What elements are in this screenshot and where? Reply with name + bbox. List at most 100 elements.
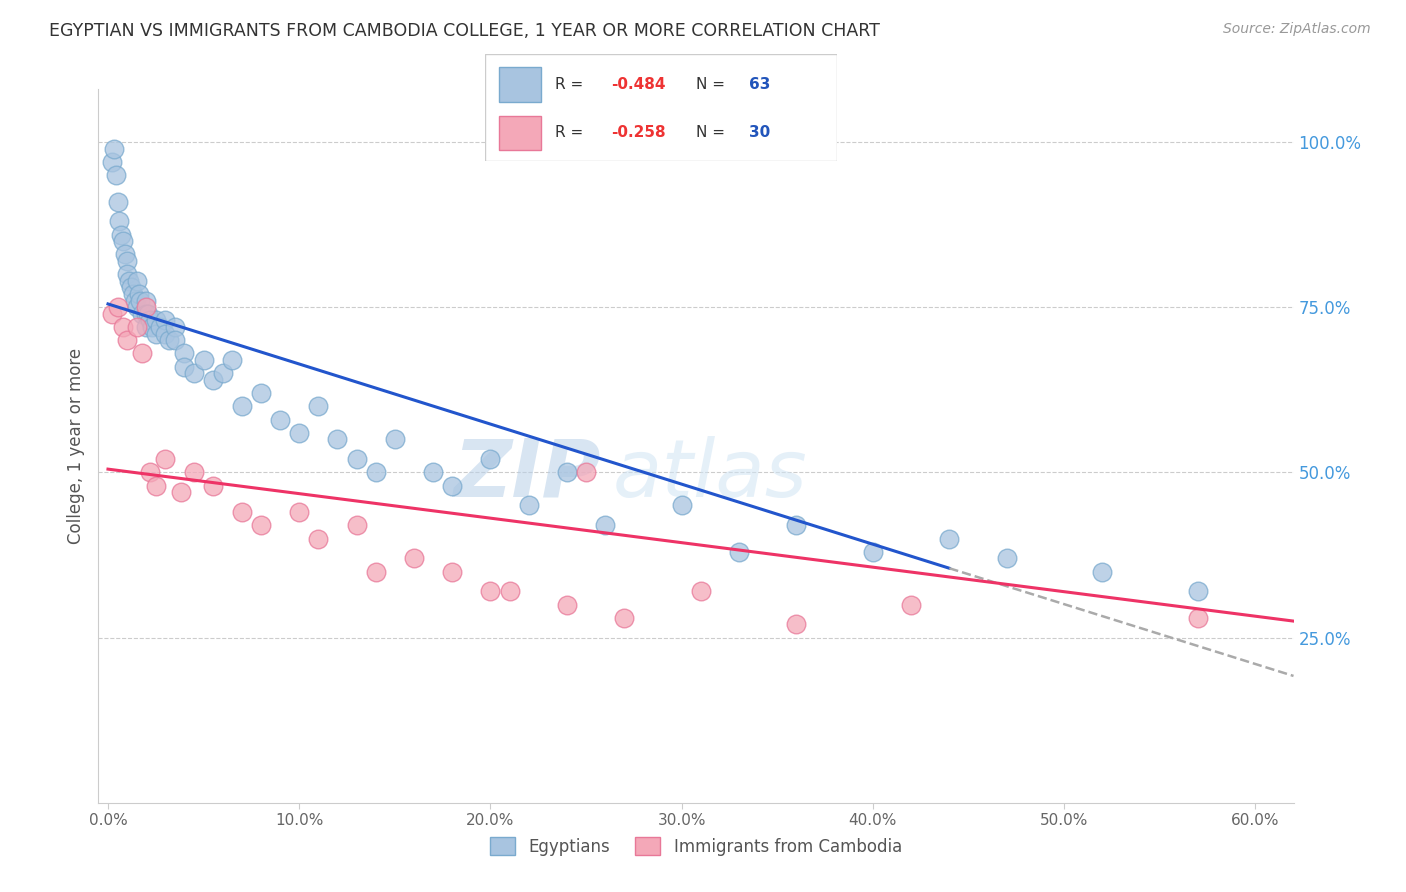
Point	[135, 293, 157, 308]
Point	[479, 452, 502, 467]
Point	[136, 307, 159, 321]
Point	[131, 307, 153, 321]
Point	[108, 214, 131, 228]
Text: EGYPTIAN VS IMMIGRANTS FROM CAMBODIA COLLEGE, 1 YEAR OR MORE CORRELATION CHART: EGYPTIAN VS IMMIGRANTS FROM CAMBODIA COL…	[49, 22, 880, 40]
Point	[1187, 584, 1209, 599]
Point	[307, 532, 329, 546]
Point	[131, 346, 153, 360]
Point	[384, 433, 406, 447]
Point	[125, 274, 148, 288]
Point	[135, 307, 157, 321]
Text: ZIP: ZIP	[453, 435, 600, 514]
Point	[183, 367, 205, 381]
Point	[1091, 565, 1114, 579]
Point	[728, 545, 751, 559]
Point	[107, 300, 129, 314]
Text: 63: 63	[748, 77, 770, 92]
Point	[173, 359, 195, 374]
Point	[211, 367, 233, 381]
Point	[145, 326, 167, 341]
Point	[785, 518, 807, 533]
Point	[250, 518, 273, 533]
Point	[173, 346, 195, 360]
Point	[163, 320, 186, 334]
Point	[125, 300, 148, 314]
Point	[114, 247, 136, 261]
Text: atlas: atlas	[613, 435, 807, 514]
Point	[498, 584, 520, 599]
Point	[124, 293, 146, 308]
Point	[115, 254, 138, 268]
Point	[135, 320, 157, 334]
Point	[121, 287, 143, 301]
Point	[141, 320, 163, 334]
Point	[129, 293, 152, 308]
Point	[785, 617, 807, 632]
Point	[183, 466, 205, 480]
Point	[307, 400, 329, 414]
Point	[120, 280, 142, 294]
Text: N =: N =	[696, 125, 730, 140]
FancyBboxPatch shape	[499, 116, 541, 150]
Point	[139, 466, 162, 480]
Point	[422, 466, 444, 480]
Point	[193, 353, 215, 368]
FancyBboxPatch shape	[485, 54, 837, 161]
Point	[110, 227, 132, 242]
Point	[139, 313, 162, 327]
Point	[135, 300, 157, 314]
Point	[202, 373, 225, 387]
Text: R =: R =	[555, 77, 589, 92]
Point	[441, 565, 464, 579]
Point	[346, 452, 368, 467]
Point	[364, 466, 387, 480]
Point	[155, 313, 177, 327]
Point	[517, 499, 540, 513]
Point	[125, 320, 148, 334]
Point	[1187, 611, 1209, 625]
Point	[364, 565, 387, 579]
Text: -0.258: -0.258	[612, 125, 666, 140]
Point	[115, 333, 138, 347]
Point	[402, 551, 425, 566]
FancyBboxPatch shape	[499, 68, 541, 102]
Point	[593, 518, 616, 533]
Point	[112, 320, 135, 334]
Point	[288, 425, 311, 440]
Point	[149, 320, 172, 334]
Point	[346, 518, 368, 533]
Text: N =: N =	[696, 77, 730, 92]
Point	[900, 598, 922, 612]
Point	[169, 485, 191, 500]
Point	[555, 598, 578, 612]
Point	[938, 532, 960, 546]
Point	[613, 611, 636, 625]
Point	[995, 551, 1018, 566]
Point	[231, 505, 253, 519]
Point	[250, 386, 273, 401]
Point	[115, 267, 138, 281]
Point	[326, 433, 349, 447]
Point	[221, 353, 243, 368]
Point	[104, 168, 127, 182]
Legend: Egyptians, Immigrants from Cambodia: Egyptians, Immigrants from Cambodia	[484, 830, 908, 863]
Point	[671, 499, 693, 513]
Point	[101, 154, 124, 169]
Point	[288, 505, 311, 519]
Point	[128, 287, 150, 301]
Point	[103, 142, 125, 156]
Point	[101, 307, 124, 321]
Text: R =: R =	[555, 125, 589, 140]
Point	[231, 400, 253, 414]
Point	[112, 234, 135, 248]
Point	[107, 194, 129, 209]
Point	[689, 584, 711, 599]
Text: Source: ZipAtlas.com: Source: ZipAtlas.com	[1223, 22, 1371, 37]
Point	[479, 584, 502, 599]
Point	[145, 313, 167, 327]
Point	[155, 452, 177, 467]
Point	[202, 478, 225, 492]
Point	[441, 478, 464, 492]
Point	[157, 333, 180, 347]
Text: -0.484: -0.484	[612, 77, 666, 92]
